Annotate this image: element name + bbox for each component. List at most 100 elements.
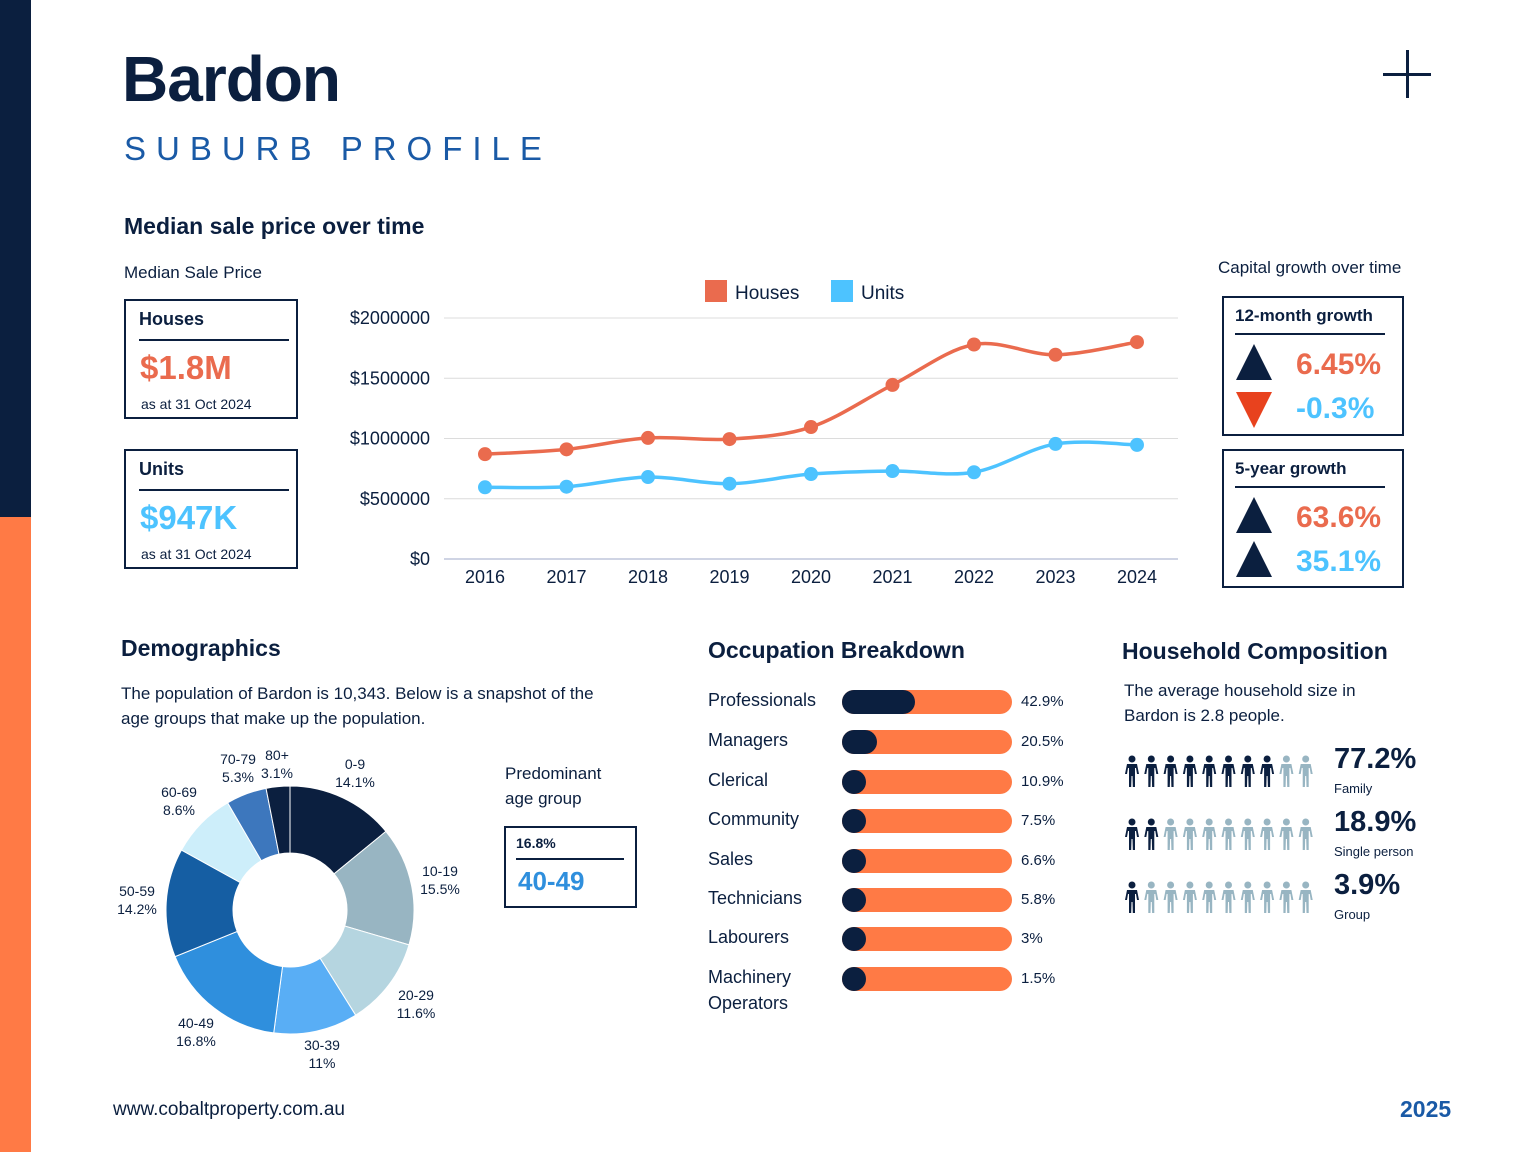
median-price-heading: Median sale price over time bbox=[124, 213, 425, 239]
x-tick-label: 2023 bbox=[1035, 567, 1075, 587]
divider bbox=[139, 489, 289, 491]
series-0-point-1 bbox=[559, 442, 574, 457]
occupation-bar-track bbox=[842, 888, 1012, 912]
person-icon bbox=[1144, 881, 1159, 913]
units-price-card: Units $947K as at 31 Oct 2024 bbox=[124, 449, 298, 569]
houses-price-card: Houses $1.8M as at 31 Oct 2024 bbox=[124, 299, 298, 419]
household-heading: Household Composition bbox=[1122, 638, 1388, 664]
donut-label-0-9: 0-9 14.1% bbox=[325, 755, 385, 791]
x-tick-label: 2019 bbox=[709, 567, 749, 587]
occupation-label: Labourers bbox=[708, 927, 790, 947]
occupation-bar-track bbox=[842, 927, 1012, 951]
units-card-label: Units bbox=[139, 459, 184, 479]
series-1-point-2 bbox=[641, 470, 655, 485]
donut-label-pct: 8.6% bbox=[163, 802, 195, 818]
predominant-label-line2: age group bbox=[505, 789, 582, 808]
person-icon bbox=[1182, 818, 1197, 850]
occupation-bar-fill bbox=[842, 927, 866, 951]
x-tick-label: 2018 bbox=[628, 567, 668, 587]
arrow-down-icon bbox=[1236, 392, 1272, 428]
person-icon bbox=[1260, 818, 1275, 850]
divider bbox=[1235, 486, 1385, 488]
x-tick-label: 2016 bbox=[465, 567, 505, 587]
legend-label-0: Houses bbox=[735, 283, 799, 304]
divider bbox=[516, 858, 624, 860]
occupation-bar-track bbox=[842, 809, 1012, 833]
predominant-pct: 16.8% bbox=[516, 835, 556, 851]
series-1-point-8 bbox=[1130, 437, 1144, 452]
x-tick-label: 2020 bbox=[791, 567, 831, 587]
y-tick-label: $1000000 bbox=[350, 429, 430, 449]
person-icon bbox=[1240, 818, 1255, 850]
x-tick-label: 2017 bbox=[546, 567, 586, 587]
median-price-line-chart: Houses Units $2000000 $1500000 $1000000 $5000… bbox=[350, 280, 1178, 587]
people-icons-row bbox=[1125, 818, 1313, 850]
occupation-bar-fill bbox=[842, 888, 866, 912]
person-icon bbox=[1279, 818, 1294, 850]
donut-label-pct: 14.2% bbox=[117, 901, 157, 917]
household-label: Group bbox=[1334, 907, 1371, 922]
x-tick-label: 2024 bbox=[1117, 567, 1157, 587]
capital-growth-caption: Capital growth over time bbox=[1218, 258, 1402, 277]
person-icon bbox=[1163, 881, 1178, 913]
page-subtitle: SUBURB PROFILE bbox=[124, 130, 552, 167]
left-accent-navy bbox=[0, 0, 31, 517]
occupation-bar-fill bbox=[842, 730, 877, 754]
people-icons-row bbox=[1125, 755, 1313, 787]
donut-slice-80+ bbox=[265, 785, 291, 855]
occupation-pct: 1.5% bbox=[1021, 970, 1056, 987]
person-icon bbox=[1279, 881, 1294, 913]
demographics-desc-line2: age groups that make up the population. bbox=[121, 709, 426, 728]
donut-label-80+: 80+ 3.1% bbox=[247, 746, 307, 782]
series-0-point-0 bbox=[478, 447, 492, 462]
donut-label-pct: 11% bbox=[308, 1055, 336, 1071]
footer-website[interactable]: www.cobaltproperty.com.au bbox=[113, 1099, 345, 1120]
series-0-point-7 bbox=[1048, 347, 1063, 362]
twelve-month-houses-growth: 6.45% bbox=[1296, 348, 1382, 381]
series-1-point-0 bbox=[478, 480, 492, 495]
twelve-month-label: 12-month growth bbox=[1235, 306, 1373, 325]
donut-label-group: 50-59 bbox=[119, 883, 155, 899]
donut-label-pct: 5.3% bbox=[222, 769, 254, 785]
demographics-desc-line1: The population of Bardon is 10,343. Belo… bbox=[121, 684, 594, 703]
houses-price-date: as at 31 Oct 2024 bbox=[141, 396, 252, 412]
five-year-houses-growth: 63.6% bbox=[1296, 501, 1382, 534]
donut-label-pct: 11.6% bbox=[396, 1005, 436, 1021]
person-icon bbox=[1240, 755, 1255, 787]
occupation-label: Sales bbox=[708, 849, 754, 869]
occupation-heading: Occupation Breakdown bbox=[708, 637, 965, 663]
donut-label-pct: 16.8% bbox=[176, 1033, 216, 1049]
donut-label-30-39: 30-39 11% bbox=[292, 1036, 352, 1072]
donut-label-50-59: 50-59 14.2% bbox=[107, 882, 167, 918]
person-icon bbox=[1279, 755, 1294, 787]
chart-legend: Houses Units bbox=[705, 280, 904, 304]
people-icons-row bbox=[1125, 881, 1313, 913]
person-icon bbox=[1221, 881, 1236, 913]
person-icon bbox=[1240, 881, 1255, 913]
legend-swatch-0 bbox=[705, 280, 727, 302]
occupation-label: Technicians bbox=[708, 888, 803, 908]
series-1-point-5 bbox=[885, 464, 900, 479]
household-pct: 3.9% bbox=[1334, 869, 1401, 901]
arrow-up-icon bbox=[1236, 344, 1272, 380]
person-icon bbox=[1221, 755, 1236, 787]
donut-label-20-29: 20-29 11.6% bbox=[386, 986, 446, 1022]
arrow-up-icon bbox=[1236, 541, 1272, 577]
page-title: Bardon bbox=[122, 43, 341, 115]
series-0-point-3 bbox=[722, 432, 737, 447]
divider bbox=[1235, 333, 1385, 335]
donut-label-group: 0-9 bbox=[344, 756, 366, 772]
predominant-label-line1: Predominant bbox=[505, 764, 602, 783]
series-line-0 bbox=[484, 340, 1138, 456]
occupation-pct: 20.5% bbox=[1021, 733, 1064, 750]
person-icon bbox=[1260, 881, 1275, 913]
person-icon bbox=[1202, 755, 1217, 787]
person-icon bbox=[1182, 755, 1197, 787]
occupation-bar-fill bbox=[842, 770, 866, 794]
donut-label-group: 70-79 bbox=[220, 751, 256, 767]
units-price-date: as at 31 Oct 2024 bbox=[141, 546, 252, 562]
donut-label-group: 40-49 bbox=[178, 1015, 214, 1031]
x-tick-label: 2022 bbox=[954, 567, 994, 587]
person-icon bbox=[1144, 818, 1159, 850]
x-tick-label: 2021 bbox=[872, 567, 912, 587]
